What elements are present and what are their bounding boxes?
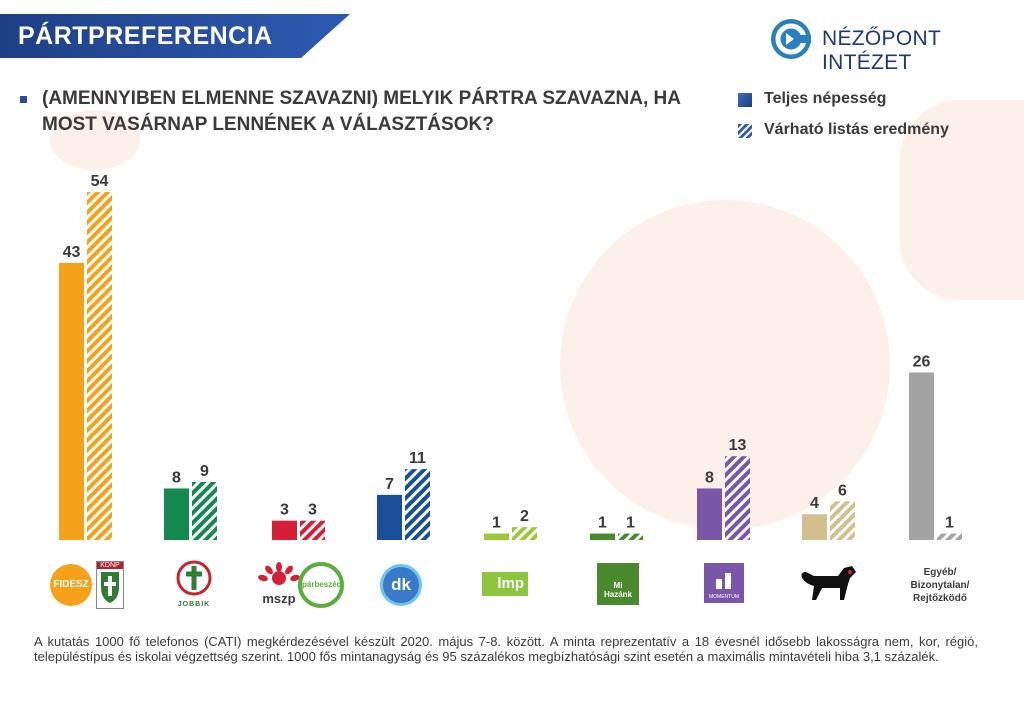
- legend-swatch-solid: [738, 93, 752, 107]
- jobbik-label: JOBBIK: [177, 601, 211, 608]
- data-label: 9: [200, 463, 209, 480]
- bar-list-3: [405, 469, 430, 540]
- other-label-line-1: Egyéb/: [923, 567, 957, 578]
- other-label-line-2: Bizonytalan/: [910, 580, 970, 591]
- momentum-bars-icon: [716, 573, 731, 589]
- legend-swatch-hatched: [738, 124, 752, 138]
- bar-list-1: [192, 482, 217, 540]
- bar-total-6: [697, 488, 722, 540]
- bar-total-7: [802, 514, 827, 540]
- bar-list-7: [830, 501, 855, 540]
- kdnp-logo: KDNP: [96, 561, 124, 609]
- bar-total-4: [484, 533, 509, 540]
- virus-decoration: [50, 110, 140, 170]
- other-label-line-3: Rejtőzködő: [913, 593, 967, 604]
- footnote: A kutatás 1000 fő telefonos (CATI) megké…: [34, 634, 978, 664]
- data-label: 13: [729, 437, 747, 454]
- data-label: 1: [626, 515, 635, 532]
- jobbik-emblem-icon: [176, 560, 212, 596]
- bar-total-2: [272, 520, 297, 540]
- other-label: Egyéb/ Bizonytalan/ Rejtőzködő: [890, 566, 990, 605]
- data-label: 26: [913, 353, 931, 370]
- mszp-logo: mszp: [256, 562, 302, 608]
- virus-decoration: [900, 100, 1024, 300]
- question-text: (AMENNYIBEN ELMENNE SZAVAZNI) MELYIK PÁR…: [42, 88, 681, 135]
- bar-total-8: [909, 372, 934, 540]
- lmp-label: lmp: [497, 575, 524, 592]
- mszp-flower-icon: [258, 562, 300, 585]
- data-label: 7: [385, 476, 394, 493]
- momentum-label: MOMENTUM: [709, 594, 739, 600]
- data-label: 2: [520, 508, 529, 525]
- parbeszed-logo: párbeszéd: [298, 562, 344, 608]
- mihazank-logo: Mi Hazánk: [597, 563, 639, 605]
- data-label: 11: [409, 450, 426, 467]
- question-bullet: [20, 96, 27, 103]
- fidesz-label: FIDESZ: [53, 579, 89, 590]
- page-title: PÁRTPREFERENCIA: [18, 22, 273, 50]
- kdnp-shield-icon: [101, 572, 119, 603]
- data-label: 8: [705, 469, 714, 486]
- bar-list-5: [618, 533, 643, 540]
- data-label: 43: [63, 244, 81, 261]
- legend-label-series2: Várható listás eredmény: [764, 121, 949, 138]
- data-label: 3: [308, 502, 317, 519]
- logo-text: NÉZŐPONT INTÉZET: [822, 27, 941, 74]
- bar-total-5: [590, 533, 615, 540]
- lmp-logo: lmp: [482, 572, 528, 596]
- kdnp-label: KDNP: [97, 562, 123, 569]
- title-banner: [0, 14, 350, 58]
- data-label: 1: [945, 515, 954, 532]
- data-label: 3: [280, 502, 289, 519]
- data-label: 1: [598, 515, 607, 532]
- bar-list-4: [512, 527, 537, 540]
- mszp-label: mszp: [262, 591, 296, 606]
- parbeszed-label: párbeszéd: [302, 580, 342, 589]
- mihazank-label-1: Mi: [613, 581, 623, 590]
- jobbik-logo: JOBBIK: [174, 560, 214, 610]
- data-label: 1: [492, 515, 501, 532]
- bar-total-1: [164, 488, 189, 540]
- bar-total-3: [377, 494, 402, 540]
- momentum-logo: MOMENTUM: [704, 563, 744, 603]
- fidesz-logo: FIDESZ: [50, 564, 92, 606]
- dk-logo: dk: [380, 564, 422, 606]
- bar-list-8: [937, 533, 962, 540]
- dk-label: dk: [391, 575, 411, 594]
- bar-list-0: [87, 192, 112, 540]
- data-label: 6: [838, 482, 847, 499]
- mkkp-dog-icon: [801, 566, 856, 600]
- nezopont-logo-icon: [771, 19, 811, 59]
- bar-list-2: [300, 520, 325, 540]
- bar-list-6: [725, 456, 750, 540]
- data-label: 8: [172, 469, 181, 486]
- data-label: 54: [91, 173, 109, 190]
- mihazank-label-2: Hazánk: [603, 590, 632, 599]
- bar-total-0: [59, 262, 84, 540]
- data-label: 4: [810, 495, 819, 512]
- legend-label-series1: Teljes népesség: [764, 90, 887, 107]
